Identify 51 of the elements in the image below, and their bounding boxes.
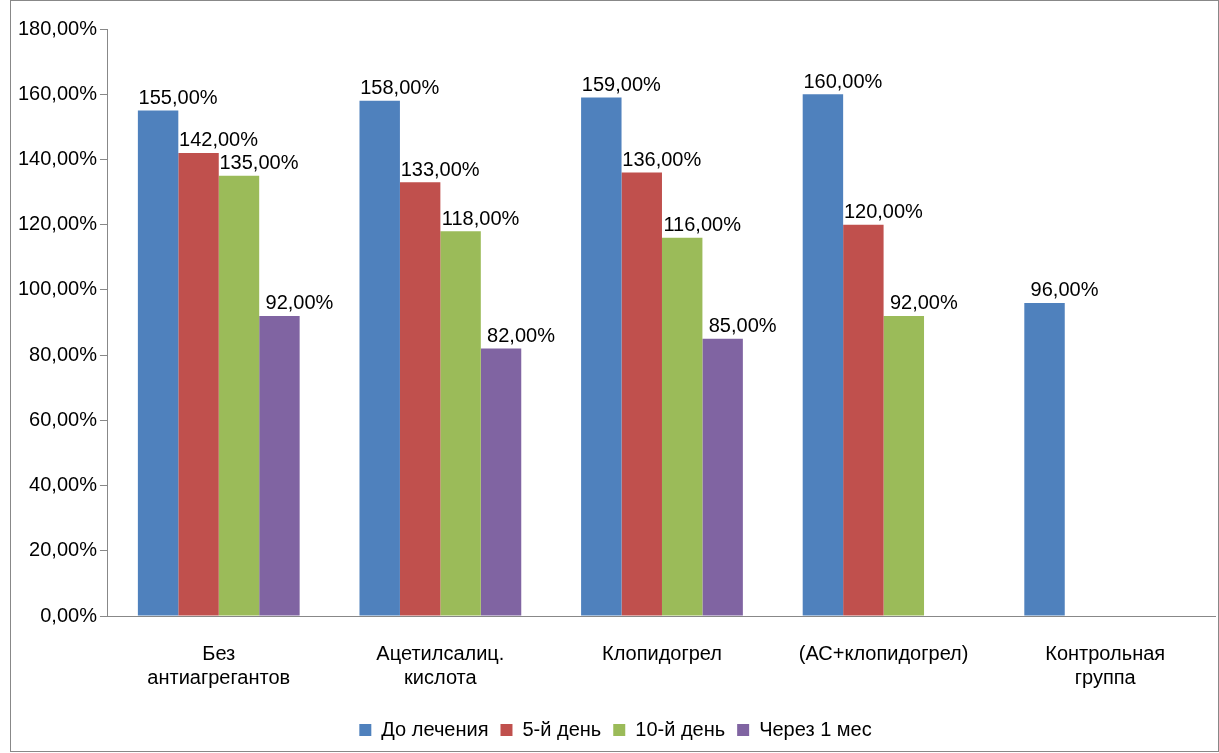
bar xyxy=(399,182,441,616)
x-tick-label: Клопидогрел xyxy=(601,641,722,664)
x-tick-label: Контрольная группа xyxy=(1045,641,1166,688)
data-label: 160,00% xyxy=(803,69,883,92)
data-label: 136,00% xyxy=(622,148,702,170)
legend-label: Через 1 мес xyxy=(759,717,872,740)
bar xyxy=(702,338,743,616)
data-label: 159,00% xyxy=(581,73,661,95)
data-label: 85,00% xyxy=(708,314,777,337)
x-tick-label: Ацетилсалиц. кислота xyxy=(376,641,505,688)
bar xyxy=(843,224,884,616)
data-label: 116,00% xyxy=(663,213,742,236)
y-tick-label: 140,00% xyxy=(17,146,98,169)
y-tick-label: 0,00% xyxy=(40,603,98,626)
bar xyxy=(661,237,703,616)
y-tick-label: 100,00% xyxy=(17,277,98,300)
x-tick-label: Без антиагрегантов xyxy=(147,641,291,688)
bar xyxy=(440,231,481,616)
y-tick-label: 60,00% xyxy=(29,407,98,430)
y-tick-label: 180,00% xyxy=(17,16,98,39)
data-label: 142,00% xyxy=(179,128,259,151)
bar xyxy=(480,348,522,616)
bar xyxy=(218,175,260,616)
y-tick-label: 80,00% xyxy=(29,342,98,365)
y-tick-label: 160,00% xyxy=(17,81,98,104)
bar xyxy=(259,315,300,616)
legend-label: 10-й день xyxy=(635,717,726,740)
bar xyxy=(581,97,622,616)
legend-label: До лечения xyxy=(381,717,489,740)
x-tick-label: (АС+клопидогрел) xyxy=(798,641,969,664)
bar xyxy=(1024,302,1065,616)
bar xyxy=(359,100,400,616)
bar xyxy=(178,152,219,616)
y-tick-label: 20,00% xyxy=(29,538,98,561)
data-label: 133,00% xyxy=(400,157,480,180)
data-label: 92,00% xyxy=(889,291,958,314)
data-label: 158,00% xyxy=(360,76,440,99)
data-label: 120,00% xyxy=(843,200,924,223)
bar xyxy=(883,315,925,616)
data-label: 118,00% xyxy=(441,206,520,229)
bar xyxy=(621,172,662,616)
data-label: 96,00% xyxy=(1030,278,1099,301)
bar xyxy=(137,110,179,616)
data-label: 135,00% xyxy=(219,151,299,174)
data-label: 92,00% xyxy=(265,291,334,314)
y-tick-label: 120,00% xyxy=(17,212,98,235)
data-label: 82,00% xyxy=(487,324,556,347)
data-label: 155,00% xyxy=(138,86,218,109)
legend-label: 5-й день xyxy=(522,717,602,740)
y-tick-label: 40,00% xyxy=(29,473,98,496)
bar xyxy=(802,94,844,616)
